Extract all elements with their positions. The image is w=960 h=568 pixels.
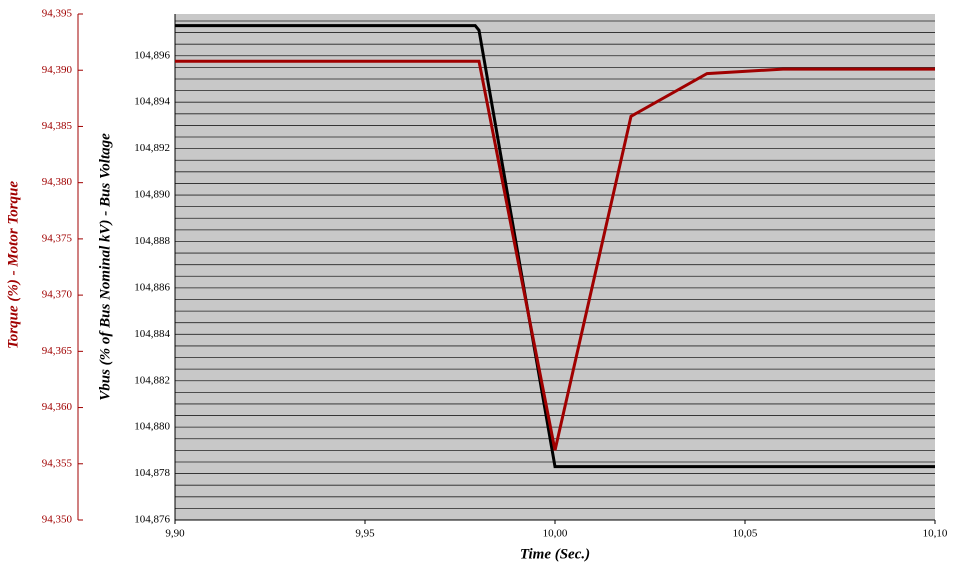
y-tick-label: 104,890: [134, 189, 170, 201]
y-tick-label: 104,884: [134, 328, 170, 340]
y2-tick-label: 94,365: [42, 345, 73, 357]
y-tick-label: 104,892: [134, 142, 170, 154]
y-tick-label: 104,888: [134, 235, 170, 247]
y2-tick-label: 94,370: [42, 289, 73, 301]
y-tick-label: 104,896: [134, 49, 170, 61]
y-tick-label: 104,880: [134, 421, 170, 433]
series-line: [175, 59, 935, 451]
y2-tick-label: 94,380: [42, 176, 73, 188]
x-tick-label: 10,00: [543, 528, 568, 540]
y-tick-label: 104,894: [134, 96, 170, 108]
x-axis-title: Time (Sec.): [520, 546, 590, 562]
y2-tick-label: 94,350: [42, 514, 73, 526]
x-tick-label: 9,95: [355, 528, 375, 540]
y-tick-label: 104,876: [134, 514, 170, 526]
y-tick-label: 104,878: [134, 467, 170, 479]
y2-tick-label: 94,385: [42, 120, 73, 132]
y2-tick-label: 94,360: [42, 401, 73, 413]
y2-tick-label: 94,355: [42, 457, 73, 469]
series-line: [175, 24, 935, 469]
x-tick-label: 9,90: [165, 528, 185, 540]
plot-area: [175, 14, 935, 520]
y2-tick-label: 94,395: [42, 8, 73, 20]
y2-axis-title: Torque (%) - Motor Torque: [5, 181, 21, 349]
y2-tick-label: 94,375: [42, 232, 73, 244]
y-axis-title: Vbus (% of Bus Nominal kV) - Bus Voltage: [97, 133, 113, 401]
y-tick-label: 104,886: [134, 281, 170, 293]
y2-tick-label: 94,390: [42, 64, 73, 76]
x-tick-label: 10,10: [923, 528, 948, 540]
y-tick-label: 104,882: [134, 374, 170, 386]
x-tick-label: 10,05: [733, 528, 758, 540]
